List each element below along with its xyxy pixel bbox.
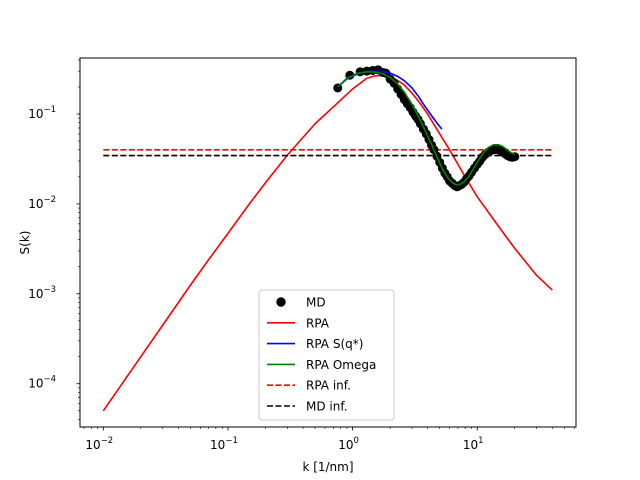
axes-frame: [79, 57, 577, 428]
legend: MD RPA RPA S(q*) RPA Omega RPA inf. MD inf.: [258, 289, 395, 421]
x-axis-label: k [1/nm]: [302, 460, 353, 474]
legend-marker: [276, 297, 286, 307]
legend-entry-md: MD: [276, 296, 326, 310]
legend-label: RPA Omega: [306, 358, 376, 372]
series-layer: [102, 65, 553, 412]
legend-entry-rpa-omega: RPA Omega: [267, 358, 376, 372]
legend-entry-md-inf: MD inf.: [267, 400, 348, 414]
series-line-rpa-omega: [337, 70, 516, 186]
legend-entry-rpa-inf: RPA inf.: [267, 379, 351, 393]
series-line-rpa: [102, 74, 553, 412]
legend-label: RPA S(q*): [306, 337, 363, 351]
legend-label: MD: [306, 296, 326, 310]
legend-label: RPA inf.: [306, 379, 351, 393]
legend-label: RPA: [306, 316, 330, 330]
legend-entry-rpa: RPA: [267, 316, 330, 330]
y-axis-label: S(k): [18, 231, 32, 255]
legend-label: MD inf.: [306, 400, 348, 414]
md-data-point: [510, 152, 520, 162]
legend-entry-rpa-s-q: RPA S(q*): [267, 337, 363, 351]
